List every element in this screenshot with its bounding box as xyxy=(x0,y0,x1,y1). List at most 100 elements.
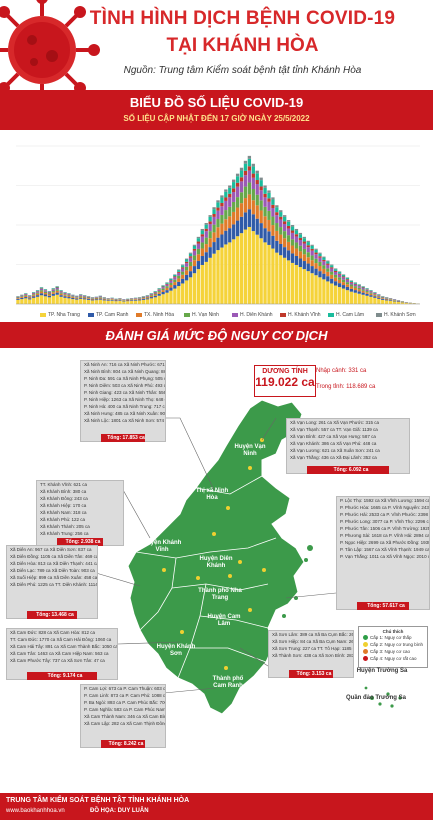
bar-segment xyxy=(286,241,291,251)
bar-segment xyxy=(177,286,181,304)
bar-segment xyxy=(361,290,365,293)
bar-segment xyxy=(43,296,48,304)
bar-segment xyxy=(196,269,201,304)
bar-segment xyxy=(341,279,346,283)
bar-segment xyxy=(341,282,346,286)
bar-segment xyxy=(243,160,248,164)
bar-segment xyxy=(149,293,153,294)
bar-segment xyxy=(145,296,150,298)
legend-item: TX. Ninh Hòa xyxy=(136,312,174,318)
bar-segment xyxy=(259,190,263,201)
bar-segment xyxy=(149,297,153,299)
bar-segment xyxy=(341,277,346,280)
box-row: P. Ninh Giang: 423 ca Xã Ninh Thân: 556 … xyxy=(84,390,165,395)
bar-segment xyxy=(79,295,83,297)
bar-segment xyxy=(43,291,48,294)
footer-site: www.baokhanhhoa.vn xyxy=(6,808,65,814)
bar-segment xyxy=(94,297,99,299)
bar-segment xyxy=(384,299,389,301)
bar-segment xyxy=(310,244,314,246)
bar-segment xyxy=(224,230,228,245)
bar-segment xyxy=(251,214,255,232)
bar-segment xyxy=(59,296,63,304)
bar-segment xyxy=(235,197,240,208)
bar-segment xyxy=(271,216,275,226)
bar-segment xyxy=(232,192,236,202)
bar-segment xyxy=(228,197,232,207)
positive-value: 119.022 ca xyxy=(255,375,315,389)
footer-org: TRUNG TÂM KIỂM SOÁT BỆNH TẬT TỈNH KHÁNH … xyxy=(6,797,190,804)
bar-segment xyxy=(259,180,263,187)
bar-segment xyxy=(298,258,303,268)
bar-segment xyxy=(326,268,330,272)
bar-segment xyxy=(20,297,24,298)
bar-segment xyxy=(212,253,216,304)
box-khanh-son: Xã Sơn Lâm: 389 ca Xã Ba Cụm Bắc: 268 ca… xyxy=(268,630,354,678)
bar-segment xyxy=(263,216,267,229)
bar-segment xyxy=(369,295,373,297)
bar-segment xyxy=(243,229,248,304)
bar-segment xyxy=(259,238,263,304)
bar-segment xyxy=(330,283,334,304)
box-row: Xã Khánh Đông: 243 ca xyxy=(40,496,88,501)
bar-segment xyxy=(145,296,150,297)
bar-segment xyxy=(106,300,110,304)
box-ninh-hoa: Xã Ninh An: 716 ca Xã Ninh Phước: 671 ca… xyxy=(80,360,166,442)
bar-segment xyxy=(373,292,377,293)
bar-segment xyxy=(47,291,52,293)
level-1-dot-icon xyxy=(363,635,368,641)
bar-segment xyxy=(247,158,252,167)
bar-segment xyxy=(75,297,79,299)
bar-segment xyxy=(334,269,338,271)
bar-segment xyxy=(286,250,291,261)
bar-segment xyxy=(365,293,369,296)
legend-swatch xyxy=(184,312,190,317)
bar-segment xyxy=(169,282,173,286)
bar-segment xyxy=(192,255,197,261)
bar-segment xyxy=(43,293,48,295)
bar-segment xyxy=(90,299,95,301)
bar-segment xyxy=(235,186,240,198)
box-total: Tổng: 3.153 ca xyxy=(289,670,333,678)
bar-segment xyxy=(361,286,365,288)
bar-segment xyxy=(173,276,177,278)
bar-segment xyxy=(192,266,197,274)
bar-segment xyxy=(396,301,401,304)
bar-segment xyxy=(220,247,224,304)
bar-segment xyxy=(173,274,177,275)
bar-segment xyxy=(82,296,87,298)
bar-segment xyxy=(110,298,114,299)
bar-segment xyxy=(188,261,193,267)
chart-section-title: BIỂU ĐỒ SỐ LIỆU COVID-19 xyxy=(129,95,304,110)
bar-segment xyxy=(75,298,79,300)
bar-segment xyxy=(181,274,185,279)
bar-segment xyxy=(204,261,208,304)
bar-segment xyxy=(369,293,373,296)
bar-segment xyxy=(39,290,44,292)
bar-segment xyxy=(200,234,204,237)
title-line-1: TÌNH HÌNH DỊCH BỆNH COVID-19 xyxy=(89,8,396,29)
bar-segment xyxy=(306,271,310,304)
bar-segment xyxy=(216,237,220,251)
bar-segment xyxy=(341,274,346,275)
bar-segment xyxy=(184,263,189,267)
bar-segment xyxy=(28,297,32,299)
bar-segment xyxy=(318,261,322,267)
bar-segment xyxy=(216,227,220,238)
bar-segment xyxy=(271,208,275,217)
khanh-hoa-map xyxy=(95,399,402,715)
bar-segment xyxy=(365,295,369,304)
bar-segment xyxy=(392,300,397,302)
bar-segment xyxy=(247,226,252,304)
bar-segment xyxy=(94,297,99,298)
bar-segment xyxy=(283,224,287,232)
bar-segment xyxy=(192,260,197,267)
legend-swatch xyxy=(328,312,334,317)
legend-label: H. Khánh Sơn xyxy=(384,312,416,318)
bar-segment xyxy=(59,295,63,297)
legend-swatch xyxy=(376,312,382,317)
bar-segment xyxy=(290,262,295,304)
bar-segment xyxy=(239,177,244,182)
bar-segment xyxy=(361,287,365,289)
bar-segment xyxy=(251,173,255,178)
